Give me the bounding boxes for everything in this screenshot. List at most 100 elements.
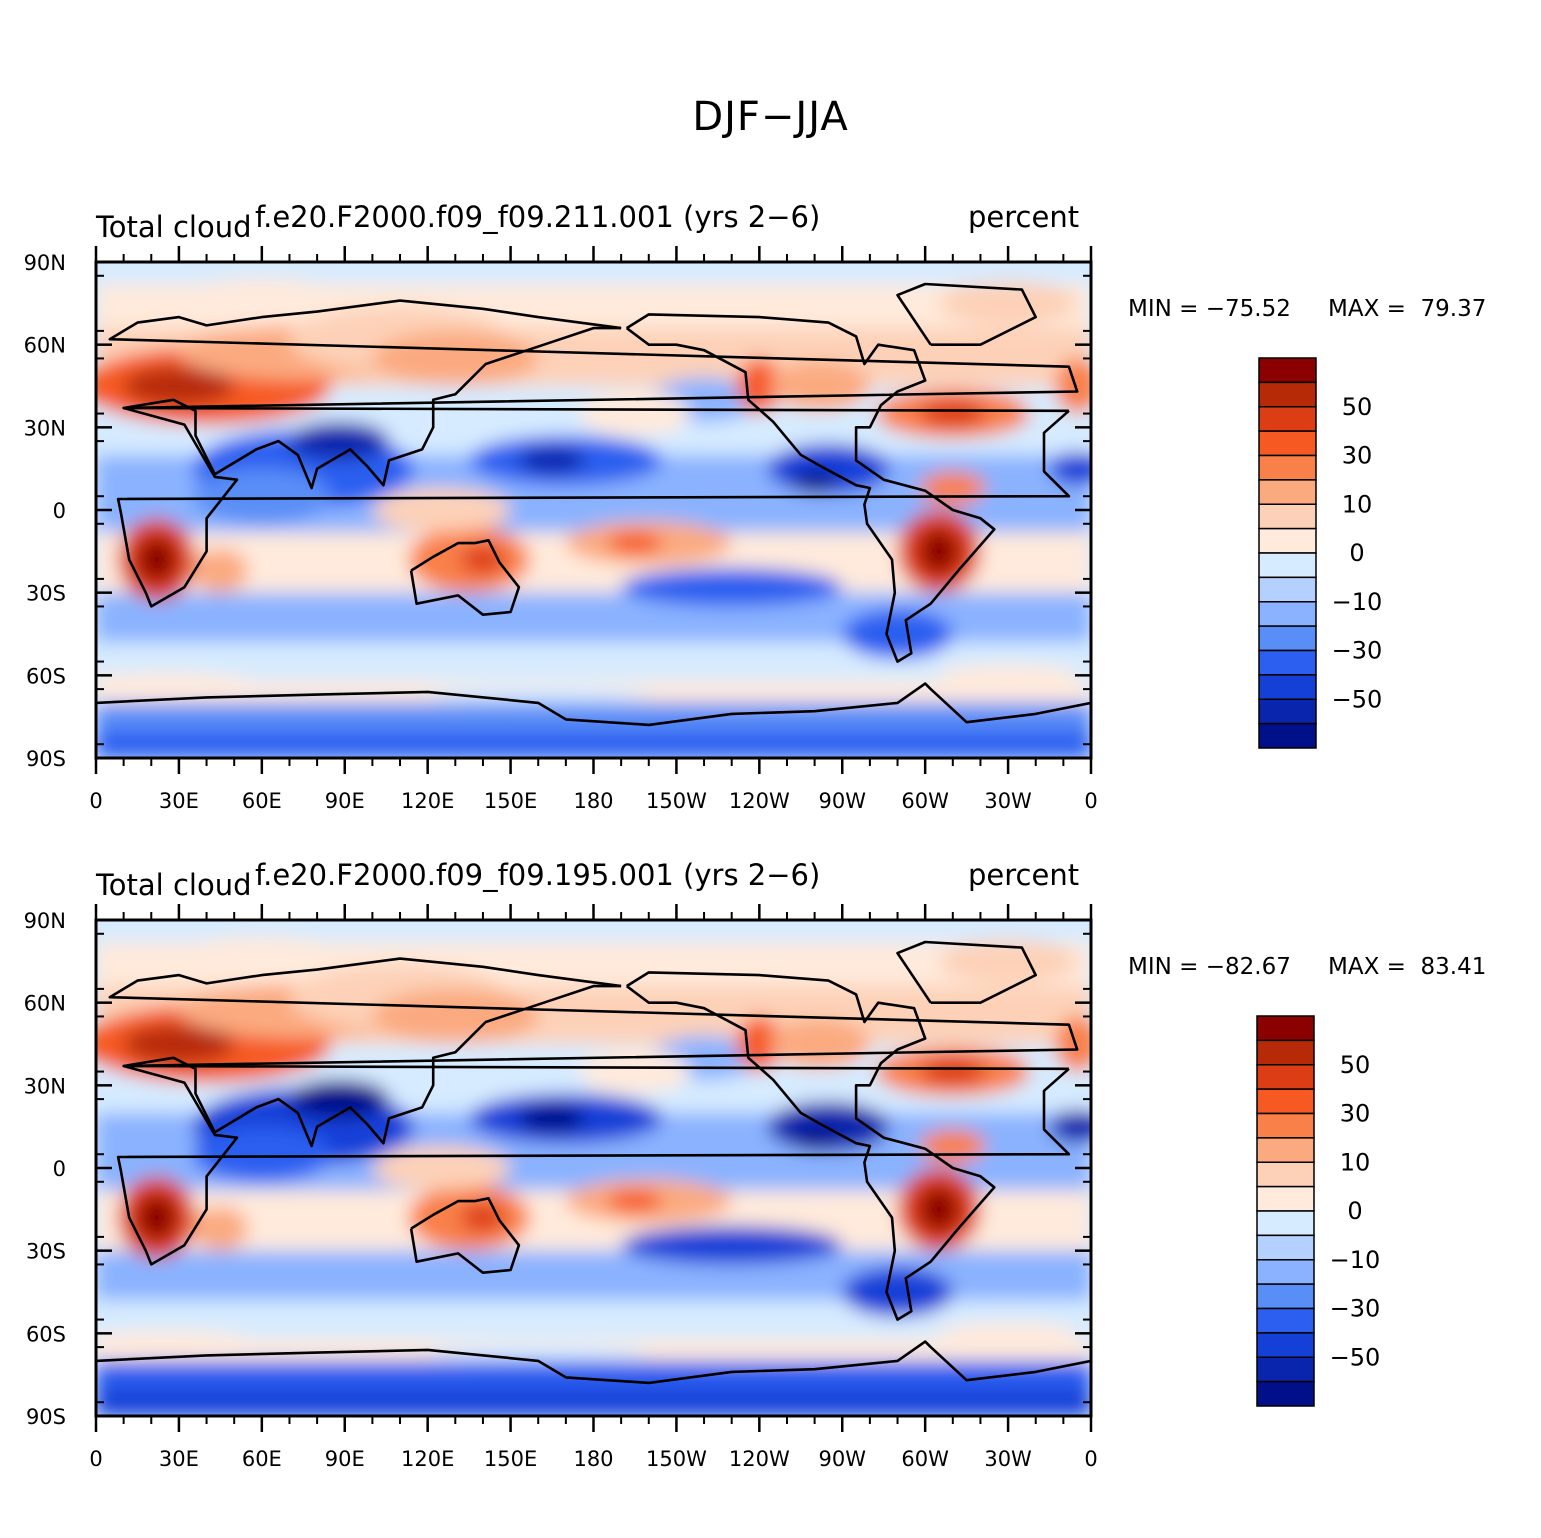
- lat-tick-label: 90S: [26, 1405, 66, 1429]
- field-band: [96, 1388, 1091, 1416]
- colorbar-box: [1256, 1259, 1315, 1285]
- field-blob: [579, 1049, 691, 1094]
- lon-tick-label: 180: [573, 1447, 613, 1471]
- field-band: [96, 920, 1091, 943]
- lon-tick-label: 30W: [984, 789, 1032, 813]
- colorbar-box: [1256, 1234, 1315, 1261]
- field-band: [96, 262, 1091, 285]
- colorbar-box: [1256, 1307, 1315, 1334]
- field-band: [96, 702, 1091, 731]
- colorbar-label: 30: [1340, 1100, 1371, 1128]
- lat-tick-label: 30N: [24, 1074, 66, 1098]
- min-label: MIN = −75.52: [1128, 296, 1291, 322]
- lat-tick-label: 30S: [26, 582, 66, 606]
- lon-tick-label: 30E: [159, 789, 199, 813]
- lon-tick-label: 120E: [401, 789, 454, 813]
- colorbar-label: −30: [1330, 1295, 1381, 1323]
- field-blob: [178, 936, 345, 970]
- field-blob: [1055, 358, 1091, 414]
- colorbar-box: [1256, 1039, 1315, 1066]
- coastline: [409, 1197, 521, 1274]
- field-blob: [919, 471, 986, 505]
- colorbar-box: [1258, 357, 1317, 384]
- field-blob: [178, 278, 345, 312]
- max-label: MAX = 83.41: [1328, 954, 1487, 980]
- lon-tick-label: 90W: [819, 1447, 867, 1471]
- colorbar-box: [1256, 1088, 1315, 1115]
- lat-tick-label: 0: [53, 499, 66, 523]
- field-blob: [192, 548, 249, 593]
- colorbar-box: [1258, 722, 1317, 749]
- coastline: [123, 326, 622, 490]
- page-title: DJF−JJA: [692, 94, 849, 140]
- colorbar-box: [1256, 1283, 1315, 1310]
- lon-tick-label: 0: [1084, 1447, 1097, 1471]
- field-blob: [96, 1330, 248, 1348]
- field-blob: [621, 1225, 843, 1265]
- field-contours: [96, 262, 1091, 758]
- coastline: [96, 682, 1091, 727]
- lon-tick-label: 150E: [484, 1447, 537, 1471]
- lon-tick-label: 120E: [401, 1447, 454, 1471]
- colorbar-box: [1256, 1015, 1315, 1042]
- field-blob: [137, 537, 177, 582]
- coastline: [896, 940, 1037, 1005]
- field-blob: [919, 1057, 986, 1086]
- field-blob: [919, 1129, 986, 1163]
- field-blob: [579, 391, 691, 436]
- field-blob: [427, 1344, 649, 1361]
- colorbar-box: [1258, 552, 1317, 579]
- field-band: [96, 730, 1091, 758]
- field-blob: [192, 1206, 249, 1251]
- field-blob: [792, 471, 837, 494]
- colorbar-label: −50: [1330, 1343, 1381, 1371]
- lon-tick-label: 90E: [325, 789, 365, 813]
- field-blob: [842, 609, 953, 659]
- colorbar-box: [1258, 527, 1317, 554]
- lon-tick-label: 0: [89, 1447, 102, 1471]
- field-blob: [1049, 1110, 1091, 1144]
- coastlines: [96, 282, 1091, 727]
- field-blob: [96, 672, 248, 690]
- lon-tick-label: 60E: [242, 789, 282, 813]
- lat-tick-label: 60N: [24, 334, 66, 358]
- field-blob: [938, 939, 1078, 984]
- lon-tick-label: 120W: [729, 1447, 790, 1471]
- field-blob: [123, 366, 235, 406]
- lon-tick-label: 30E: [159, 1447, 199, 1471]
- lat-tick-label: 60S: [26, 1322, 66, 1346]
- field-blob: [770, 1019, 870, 1069]
- colorbar-label: 30: [1342, 442, 1373, 470]
- lon-tick-label: 90W: [819, 789, 867, 813]
- lat-tick-label: 0: [53, 1157, 66, 1181]
- field-blob: [372, 988, 539, 1044]
- panel-left-title: Total cloud: [96, 210, 252, 244]
- lon-tick-label: 60W: [901, 1447, 949, 1471]
- colorbar-box: [1258, 406, 1317, 432]
- lon-tick-label: 0: [89, 789, 102, 813]
- lon-tick-label: 90E: [325, 1447, 365, 1471]
- panel-right-title: percent: [968, 858, 1080, 892]
- field-blob: [1055, 1016, 1091, 1072]
- field-blob: [607, 532, 663, 555]
- field-blob: [289, 1079, 389, 1119]
- field-blob: [372, 487, 511, 533]
- coastline: [409, 538, 521, 617]
- field-blob: [289, 421, 389, 461]
- field-blob: [518, 446, 586, 475]
- field-blob: [518, 1104, 586, 1133]
- panel-left-title: Total cloud: [96, 868, 252, 902]
- colorbar-box: [1256, 1380, 1315, 1407]
- field-blob: [938, 664, 1078, 687]
- colorbar-label: −10: [1332, 588, 1383, 616]
- lat-tick-label: 30N: [24, 416, 66, 440]
- panel-right-title: percent: [968, 200, 1080, 234]
- coastline: [116, 406, 1071, 608]
- colorbar-label: 50: [1342, 393, 1373, 421]
- max-label: MAX = 79.37: [1328, 296, 1487, 322]
- field-blob: [919, 399, 986, 428]
- lon-tick-label: 120W: [729, 789, 790, 813]
- colorbar-box: [1256, 1185, 1315, 1212]
- colorbar-label: 10: [1342, 490, 1373, 518]
- lat-tick-label: 90N: [24, 909, 66, 933]
